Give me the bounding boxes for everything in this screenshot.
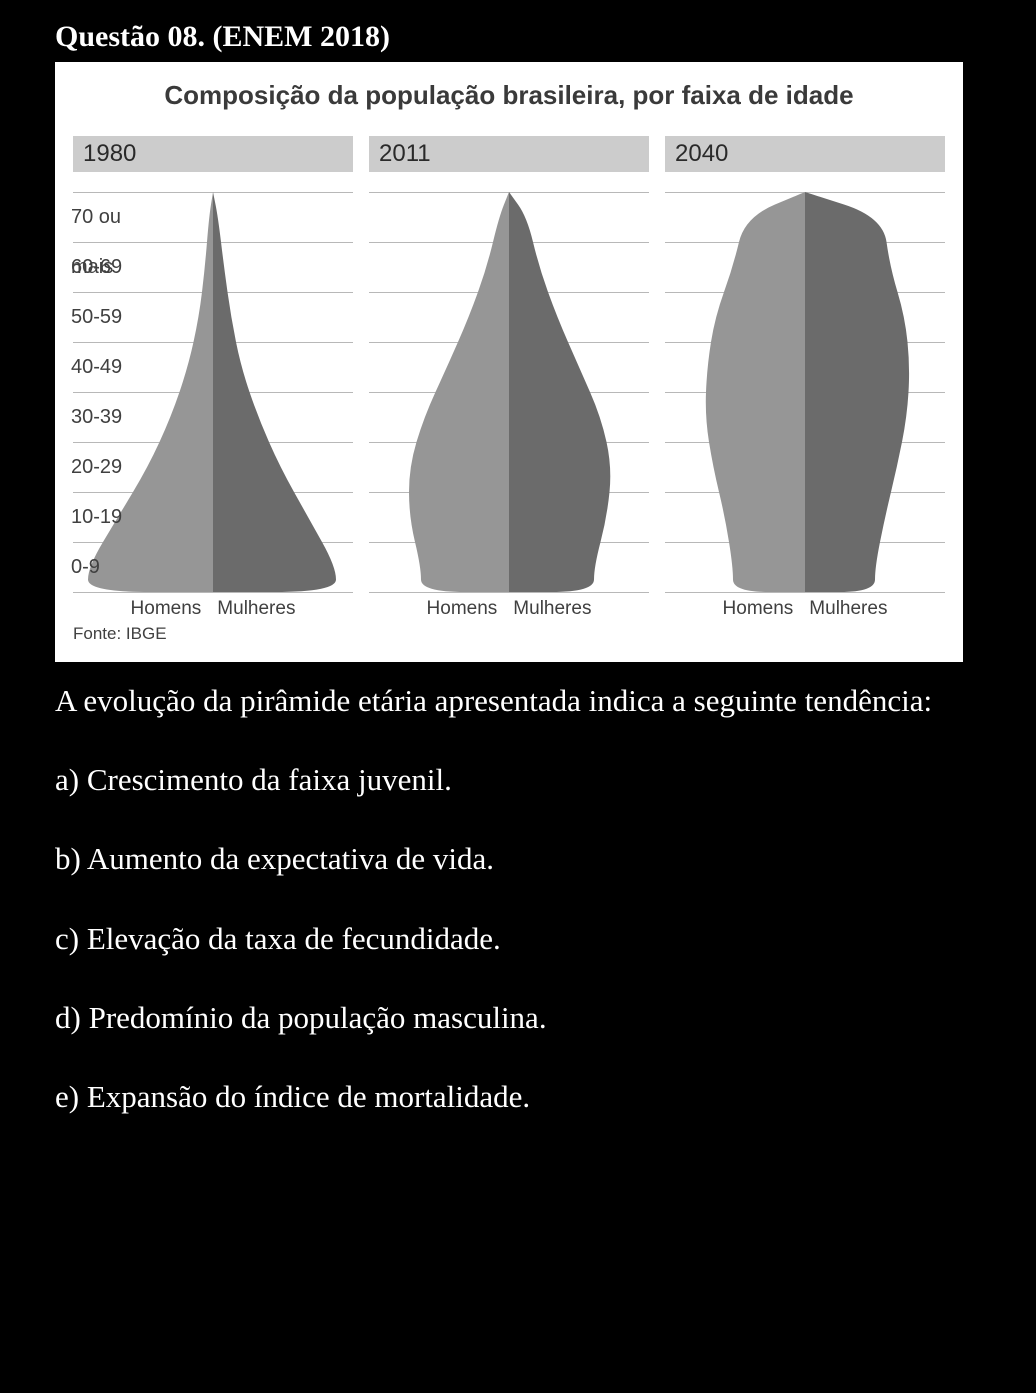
female-shape [805, 192, 909, 592]
female-label: Mulheres [809, 598, 887, 620]
female-label: Mulheres [513, 598, 591, 620]
gender-labels: Homens Mulheres [73, 598, 353, 620]
chart-title: Composição da população brasileira, por … [73, 80, 945, 111]
male-label: Homens [131, 598, 202, 620]
age-label: 60-69 [71, 242, 151, 292]
option-a[interactable]: a) Crescimento da faixa juvenil. [55, 758, 981, 801]
gender-labels: Homens Mulheres [369, 598, 649, 620]
question-text: A evolução da pirâmide etária apresentad… [55, 680, 981, 722]
age-label: 0-9 [71, 542, 151, 592]
gender-labels: Homens Mulheres [665, 598, 945, 620]
pyramid-2011: 2011 Homens Mulheres [369, 136, 649, 596]
age-label: 40-49 [71, 342, 151, 392]
age-label: 10-19 [71, 492, 151, 542]
male-shape [706, 192, 805, 592]
option-e[interactable]: e) Expansão do índice de mortalidade. [55, 1075, 981, 1118]
pyramid-2040: 2040 Homens Mulheres [665, 136, 945, 596]
age-label: 20-29 [71, 442, 151, 492]
female-shape [509, 192, 610, 592]
pyramid-svg [665, 192, 945, 592]
chart-container: Composição da população brasileira, por … [55, 62, 963, 662]
male-shape [409, 192, 509, 592]
female-label: Mulheres [217, 598, 295, 620]
options-list: a) Crescimento da faixa juvenil. b) Aumen… [55, 758, 981, 1119]
chart-source: Fonte: IBGE [73, 624, 945, 644]
question-header: Questão 08. (ENEM 2018) [55, 20, 981, 54]
gridline [73, 592, 353, 593]
option-c[interactable]: c) Elevação da taxa de fecundidade. [55, 917, 981, 960]
pyramids-row: 70 ou mais60-6950-5940-4930-3920-2910-19… [73, 136, 945, 596]
gridline [665, 592, 945, 593]
option-d[interactable]: d) Predomínio da população masculina. [55, 996, 981, 1039]
year-label: 2011 [369, 136, 649, 172]
female-shape [213, 192, 336, 592]
grid-area [369, 192, 649, 592]
age-label: 70 ou mais [71, 192, 151, 242]
year-label: 2040 [665, 136, 945, 172]
age-label: 50-59 [71, 292, 151, 342]
year-label: 1980 [73, 136, 353, 172]
grid-area [665, 192, 945, 592]
age-label: 30-39 [71, 392, 151, 442]
male-label: Homens [723, 598, 794, 620]
male-label: Homens [427, 598, 498, 620]
option-b[interactable]: b) Aumento da expectativa de vida. [55, 837, 981, 880]
pyramid-svg [369, 192, 649, 592]
age-axis-labels: 70 ou mais60-6950-5940-4930-3920-2910-19… [71, 192, 151, 592]
gridline [369, 592, 649, 593]
